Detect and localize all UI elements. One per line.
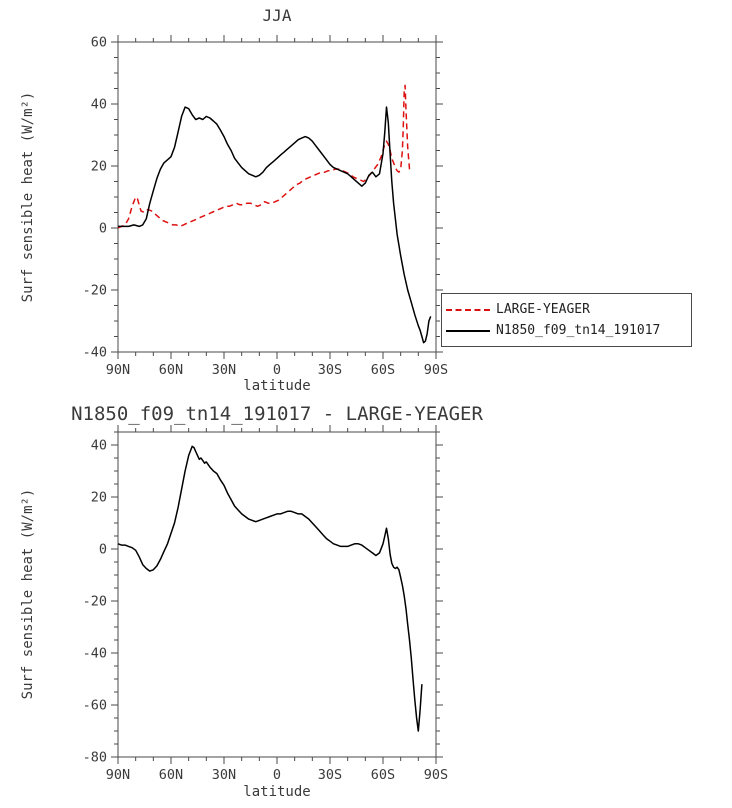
svg-text:30S: 30S bbox=[318, 362, 342, 378]
svg-text:60S: 60S bbox=[371, 362, 395, 378]
legend-entry-large-yeager: LARGE-YEAGER bbox=[446, 302, 687, 317]
svg-text:90S: 90S bbox=[424, 767, 448, 783]
bottom-chart-ylabel: Surf sensible heat (W/m²) bbox=[20, 488, 36, 700]
svg-text:60N: 60N bbox=[159, 362, 183, 378]
svg-text:60S: 60S bbox=[371, 767, 395, 783]
svg-text:60N: 60N bbox=[159, 767, 183, 783]
black-solid-line-icon bbox=[446, 329, 490, 332]
svg-text:-80: -80 bbox=[83, 750, 107, 766]
svg-text:90N: 90N bbox=[106, 362, 130, 378]
svg-text:-20: -20 bbox=[83, 283, 107, 299]
legend-entry-n1850: N1850_f09_tn14_191017 bbox=[446, 323, 687, 338]
svg-text:40: 40 bbox=[91, 97, 107, 113]
svg-text:20: 20 bbox=[91, 159, 107, 175]
svg-text:-20: -20 bbox=[83, 594, 107, 610]
svg-text:40: 40 bbox=[91, 438, 107, 454]
svg-text:90N: 90N bbox=[106, 767, 130, 783]
bottom-chart: 90N 60N 30N 0 30S 60S 90S -80 -60 -40 -20 0 20 40 bbox=[83, 425, 448, 783]
svg-text:30S: 30S bbox=[318, 767, 342, 783]
top-chart-xlabel: latitude bbox=[243, 378, 311, 394]
top-chart-title: JJA bbox=[262, 6, 292, 25]
svg-text:60: 60 bbox=[91, 35, 107, 51]
top-chart: 90N 60N 30N 0 30S 60S 90S -40 -20 0 20 40 60 bbox=[83, 35, 449, 379]
svg-text:30N: 30N bbox=[212, 362, 236, 378]
svg-text:-40: -40 bbox=[83, 646, 107, 662]
top-chart-ylabel: Surf sensible heat (W/m²) bbox=[20, 91, 36, 303]
svg-text:30N: 30N bbox=[212, 767, 236, 783]
legend-box: LARGE-YEAGER N1850_f09_tn14_191017 bbox=[441, 293, 692, 347]
svg-text:20: 20 bbox=[91, 490, 107, 506]
svg-text:0: 0 bbox=[273, 767, 281, 783]
svg-text:90S: 90S bbox=[424, 362, 448, 378]
red-dashed-line-icon bbox=[446, 308, 490, 311]
svg-text:-40: -40 bbox=[83, 345, 107, 361]
legend-label: LARGE-YEAGER bbox=[496, 302, 590, 317]
svg-text:0: 0 bbox=[273, 362, 281, 378]
svg-text:0: 0 bbox=[99, 221, 107, 237]
svg-text:-60: -60 bbox=[83, 698, 107, 714]
bottom-chart-xlabel: latitude bbox=[243, 784, 311, 800]
legend-label: N1850_f09_tn14_191017 bbox=[496, 323, 661, 338]
bottom-chart-title: N1850_f09_tn14_191017 - LARGE-YEAGER bbox=[71, 403, 483, 425]
svg-text:0: 0 bbox=[99, 542, 107, 558]
